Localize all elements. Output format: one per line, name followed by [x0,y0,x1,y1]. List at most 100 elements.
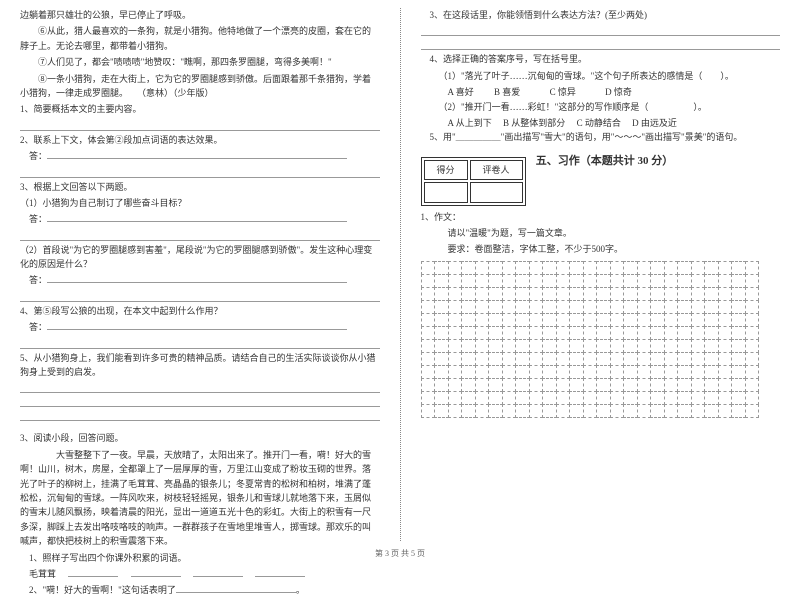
grid-cell [488,339,503,353]
grid-cell [610,404,625,418]
answer-line [20,166,380,178]
grid-cell [556,339,571,353]
grid-cell [637,339,652,353]
grid-cell [569,287,584,301]
grid-cell [731,365,746,379]
grid-cell [475,326,490,340]
grid-cell [704,287,719,301]
grid-cell [461,300,476,314]
passage-line: ⑦人们见了，都会"啧啧啧"地赞叹："瞧啊，那四条罗圈腿，弯得多美啊！" [20,55,380,69]
grader-cell [470,182,523,202]
grid-cell [650,391,665,405]
grid-cell [569,300,584,314]
grid-cell [515,365,530,379]
grid-cell [718,352,733,366]
grid-cell [664,391,679,405]
grid-cell [610,339,625,353]
grid-cell [488,378,503,392]
grid-cell [542,300,557,314]
options-row: A 喜好 B 喜爱 C 惊异 D 惊奇 [421,85,781,99]
grid-cell [475,352,490,366]
grid-cell [421,339,436,353]
grid-cell [637,300,652,314]
grid-cell [421,352,436,366]
grid-cell [488,261,503,275]
grid-cell [718,287,733,301]
grid-cell [502,287,517,301]
grid-cell [542,287,557,301]
opt-b: B 从整体到部分 [503,118,565,128]
grid-cell [583,378,598,392]
grid-cell [515,261,530,275]
grid-cell [691,326,706,340]
grid-cell [731,287,746,301]
answer-prefix: 答： [20,273,380,287]
grid-cell [542,261,557,275]
grid-cell [461,391,476,405]
grid-cell [650,274,665,288]
grid-cell [637,274,652,288]
question-5: 5、从小猎狗身上，我们能看到许多可贵的精神品质。请结合自己的生活实际谈谈你从小猎… [20,351,380,380]
grid-cell [542,365,557,379]
reading-passage: 大雪整整下了一夜。早晨，天放晴了，太阳出来了。推开门一看，嗬！好大的雪啊！山川，… [20,448,380,549]
grid-cell [637,287,652,301]
grid-cell [488,365,503,379]
grid-cell [610,274,625,288]
grid-cell [745,274,760,288]
grid-cell [434,313,449,327]
grid-cell [650,313,665,327]
grid-cell [461,339,476,353]
grid-cell [529,404,544,418]
grid-cell [569,365,584,379]
score-cell [424,182,468,202]
grid-cell [475,300,490,314]
grid-cell [691,404,706,418]
grid-cell [502,313,517,327]
grid-cell [569,339,584,353]
grid-cell [718,274,733,288]
grid-cell [529,287,544,301]
grid-cell [664,365,679,379]
grid-cell [731,339,746,353]
reading-q1-example: 毛茸茸 [20,567,380,581]
grid-cell [650,352,665,366]
grid-cell [677,339,692,353]
grid-cell [448,391,463,405]
grid-cell [515,326,530,340]
writing-prompt: 请以"温暖"为题，写一篇文章。 [421,226,781,240]
grid-cell [488,287,503,301]
grid-cell [569,274,584,288]
opt-a: A 从上到下 [448,118,492,128]
grid-cell [637,365,652,379]
grid-cell [691,352,706,366]
grid-cell [556,300,571,314]
grid-cell [502,274,517,288]
opt-c: C 动静结合 [577,118,621,128]
grid-cell [529,274,544,288]
grid-cell [434,378,449,392]
grid-cell [542,352,557,366]
grid-cell [718,404,733,418]
grid-cell [475,391,490,405]
grid-cell [745,287,760,301]
grid-cell [745,365,760,379]
right-column: 3、在这段话里，你能领悟到什么表达方法？(至少两处) 4、选择正确的答案序号，写… [421,8,781,541]
grid-cell [421,378,436,392]
grid-cell [664,274,679,288]
grid-cell [650,404,665,418]
reading-3: 3、阅读小段，回答问题。 [20,431,380,445]
grid-cell [704,391,719,405]
grid-cell [461,365,476,379]
grid-cell [610,391,625,405]
grid-cell [542,378,557,392]
grid-cell [542,326,557,340]
grid-cell [677,261,692,275]
grid-cell [502,391,517,405]
grid-cell [515,300,530,314]
grid-cell [664,313,679,327]
grid-cell [664,339,679,353]
grid-cell [475,274,490,288]
grid-cell [650,378,665,392]
column-divider [400,8,401,541]
grid-cell [691,365,706,379]
